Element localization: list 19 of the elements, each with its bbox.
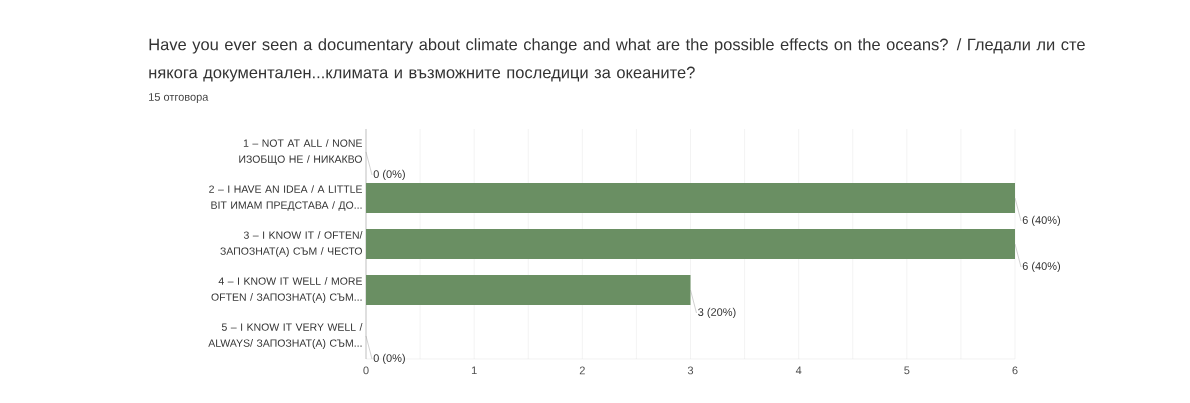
y-tick-label: 3 – I KNOW IT / OFTEN/ ЗАПОЗНАТ(А) СЪМ / ЧЕСТО <box>220 231 363 257</box>
data-label: 6 (40%) <box>1022 261 1061 273</box>
x-tick-label: 2 <box>579 366 585 375</box>
x-tick-label: 6 <box>1012 366 1018 375</box>
x-tick-label: 4 <box>795 366 802 375</box>
data-label: 3 (20%) <box>698 307 736 319</box>
x-tick-label: 5 <box>904 366 910 375</box>
y-tick-label: 1 – NOT AT ALL / NONE ИЗОБЩО НЕ / НИКАКВО <box>239 139 362 165</box>
x-tick-label: 0 <box>363 366 369 375</box>
data-label: 0 (0%) <box>373 353 405 365</box>
chart-title: Have you ever seen a documentary about climate change and what are the possible effects on the oceans? / Гледали ли сте някога документален...климата и възможните последици за океаните? <box>149 38 1085 82</box>
x-tick-label: 3 <box>687 366 694 375</box>
data-label: 0 (0%) <box>373 169 405 181</box>
data-label: 6 (40%) <box>1022 215 1061 227</box>
y-tick-label: 2 – I HAVE AN IDEA / A LITTLE BIT ИМАМ ПРЕДСТАВА / ДО... <box>209 185 363 211</box>
x-tick-label: 1 <box>471 366 477 375</box>
text: 15 отговора <box>149 93 209 104</box>
y-tick-label: 4 – I KNOW IT WELL / MORE OFTEN / ЗАПОЗНАТ(А) СЪМ... <box>211 277 363 303</box>
y-tick-label: 5 – I KNOW IT VERY WELL / ALWAYS/ ЗАПОЗНАТ(А) СЪМ... <box>208 323 363 349</box>
